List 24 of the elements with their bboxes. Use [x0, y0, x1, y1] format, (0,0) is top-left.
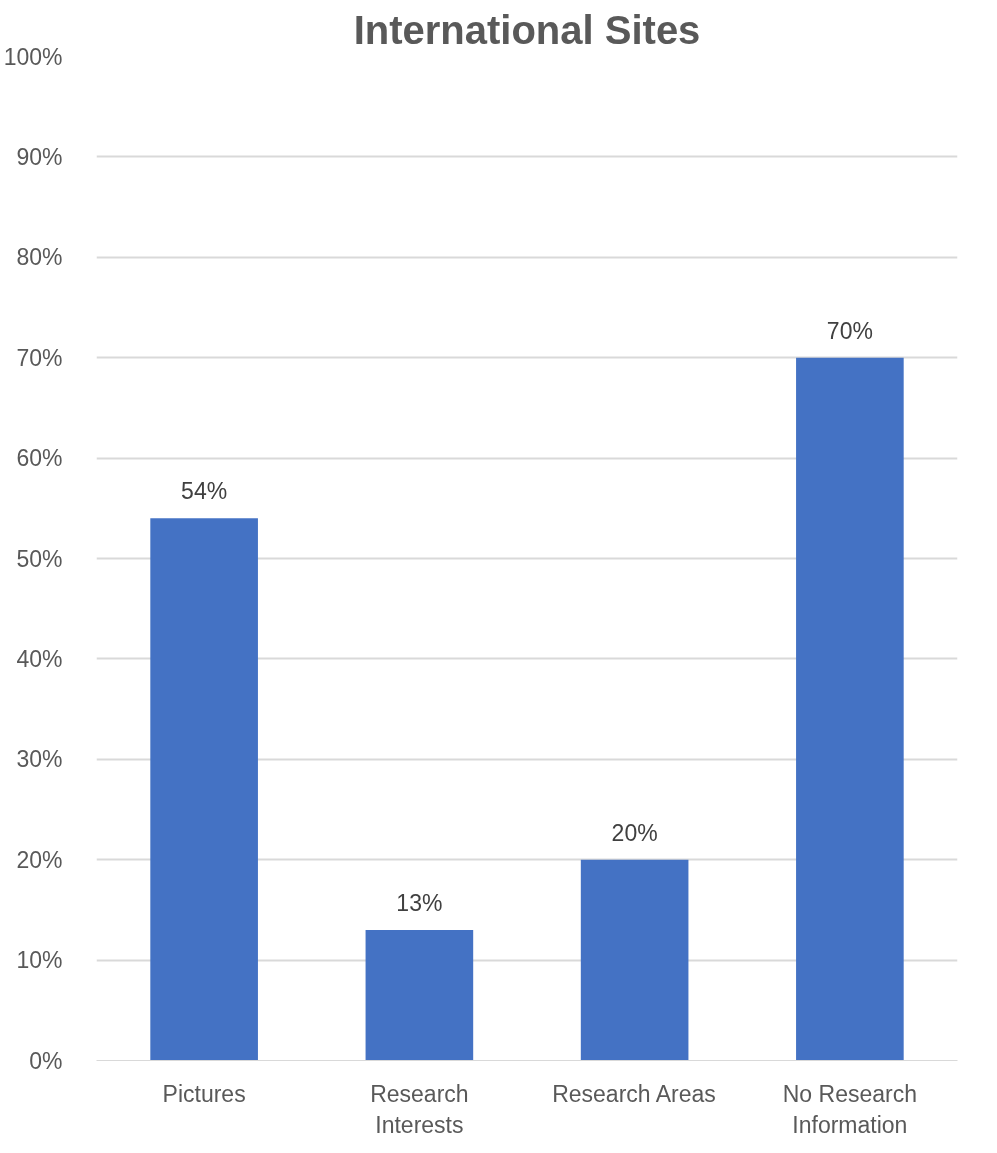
bar: [150, 518, 258, 1061]
data-label: 13%: [396, 889, 443, 916]
data-label: 70%: [826, 317, 873, 344]
y-tick-label: 10%: [16, 947, 63, 974]
data-label: 54%: [181, 478, 228, 505]
bar: [796, 357, 904, 1061]
y-tick-label: 40%: [16, 645, 63, 672]
bar: [580, 859, 689, 1061]
chart-title: International Sites: [353, 7, 701, 52]
x-tick-label: Pictures: [162, 1080, 246, 1107]
y-tick-label: 60%: [16, 445, 63, 472]
y-tick-label: 50%: [16, 545, 63, 572]
x-tick-label: Research Interests: [370, 1080, 469, 1138]
y-tick-label: 80%: [16, 244, 63, 271]
y-tick-label: 70%: [16, 344, 63, 371]
bar: [365, 929, 474, 1061]
y-tick-label: 30%: [16, 746, 63, 773]
y-tick-label: 90%: [16, 143, 63, 170]
x-tick-label: No Research Information: [782, 1080, 917, 1138]
y-tick-label: 100%: [3, 43, 63, 70]
data-label: 20%: [611, 819, 658, 846]
x-tick-label: Research Areas: [552, 1080, 716, 1107]
y-tick-label: 20%: [16, 846, 63, 873]
y-tick-label: 0%: [29, 1047, 63, 1074]
